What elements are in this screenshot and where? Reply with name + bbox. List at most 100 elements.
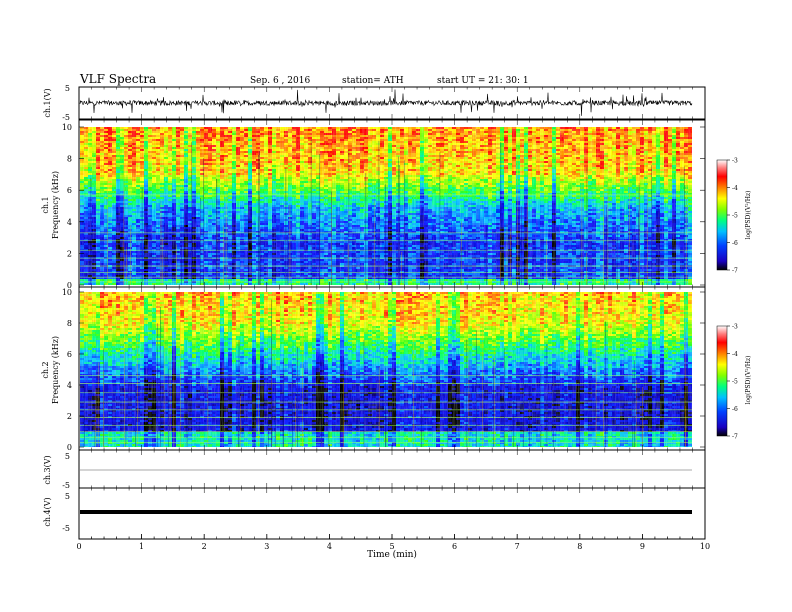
- spectrogram-cell: [132, 155, 136, 157]
- spectrogram-cell: [204, 203, 208, 205]
- spectrogram-cell: [168, 141, 172, 143]
- spectrogram-cell: [192, 147, 196, 149]
- spectrogram-cell: [140, 151, 144, 153]
- spectrogram-cell: [208, 245, 212, 247]
- spectrogram-cell: [208, 225, 212, 227]
- spectrogram-cell: [272, 177, 276, 179]
- spectrogram-cell: [320, 135, 324, 137]
- spectrogram-cell: [212, 277, 216, 279]
- spectrogram-cell: [232, 193, 236, 195]
- spectrogram-cell: [256, 235, 260, 237]
- spectrogram-cell: [160, 209, 164, 211]
- spectrogram-cell: [316, 189, 320, 191]
- spectrogram-cell: [308, 153, 312, 155]
- spectrogram-cell: [216, 145, 220, 147]
- spectrogram-cell: [148, 145, 152, 147]
- spectrogram-cell: [104, 237, 108, 239]
- spectrogram-cell: [300, 263, 304, 265]
- spectrogram-cell: [132, 201, 136, 203]
- spectrogram-cell: [136, 243, 140, 245]
- spectrogram-cell: [120, 177, 124, 179]
- spectrogram-cell: [232, 159, 236, 161]
- spectrogram-cell: [248, 181, 252, 183]
- spectrogram-cell: [144, 135, 148, 137]
- spectrogram-cell: [320, 153, 324, 155]
- spectrogram-cell: [260, 219, 264, 221]
- spectrogram-cell: [300, 251, 304, 253]
- spectrogram-cell: [148, 247, 152, 249]
- spectrogram-cell: [136, 253, 140, 255]
- spectrogram-cell: [268, 251, 272, 253]
- spectrogram-cell: [100, 255, 104, 257]
- spectrogram-cell: [152, 167, 156, 169]
- spectrogram-cell: [272, 189, 276, 191]
- spectrogram-cell: [248, 153, 252, 155]
- spectrogram-cell: [184, 213, 188, 215]
- spectrogram-cell: [184, 155, 188, 157]
- spectrogram-cell: [88, 139, 92, 141]
- spectrogram-cell: [296, 167, 300, 169]
- spectrogram-cell: [240, 233, 244, 235]
- spectrogram-cell: [260, 143, 264, 145]
- spectrogram-cell: [96, 199, 100, 201]
- spectrogram-cell: [248, 259, 252, 261]
- spectrogram-cell: [84, 275, 88, 277]
- spectrogram-cell: [104, 195, 108, 197]
- spectrogram-cell: [296, 177, 300, 179]
- spectrogram-cell: [304, 179, 308, 181]
- spectrogram-cell: [272, 201, 276, 203]
- spectrogram-cell: [128, 131, 132, 133]
- spectrogram-cell: [232, 185, 236, 187]
- spectrogram-cell: [128, 201, 132, 203]
- spectrogram-cell: [116, 127, 120, 129]
- spectrogram-cell: [160, 181, 164, 183]
- spectrogram-cell: [272, 139, 276, 141]
- spectrogram-cell: [116, 251, 120, 253]
- spectrogram-cell: [192, 137, 196, 139]
- spectrogram-cell: [280, 237, 284, 239]
- spectrogram-cell: [292, 155, 296, 157]
- spectrogram-cell: [304, 149, 308, 151]
- spectrogram-cell: [144, 215, 148, 217]
- spectrogram-cell: [108, 269, 112, 271]
- spectrogram-cell: [284, 163, 288, 165]
- spectrogram-cell: [240, 167, 244, 169]
- spectrogram-cell: [80, 199, 84, 201]
- spectrogram-cell: [236, 169, 240, 171]
- spectrogram-cell: [212, 243, 216, 245]
- spectrogram-cell: [300, 229, 304, 231]
- spectrogram-cell: [172, 237, 176, 239]
- spectrogram-cell: [100, 221, 104, 223]
- spectrogram-cell: [260, 203, 264, 205]
- spectrogram-cell: [184, 217, 188, 219]
- spectrogram-cell: [272, 211, 276, 213]
- spectrogram-cell: [208, 203, 212, 205]
- spectrogram-cell: [100, 195, 104, 197]
- spectrogram-cell: [304, 259, 308, 261]
- spectrogram-cell: [300, 135, 304, 137]
- spectrogram-cell: [312, 173, 316, 175]
- spectrogram-cell: [208, 135, 212, 137]
- spectrogram-cell: [164, 183, 168, 185]
- spectrogram-cell: [300, 131, 304, 133]
- spectrogram-cell: [140, 147, 144, 149]
- spectrogram-cell: [248, 185, 252, 187]
- spectrogram-cell: [212, 127, 216, 129]
- spectrogram-cell: [192, 169, 196, 171]
- spectrogram-cell: [108, 185, 112, 187]
- spectrogram-cell: [100, 149, 104, 151]
- spectrogram-cell: [172, 155, 176, 157]
- spectrogram-cell: [108, 193, 112, 195]
- spectrogram-cell: [200, 155, 204, 157]
- spectrogram-cell: [160, 159, 164, 161]
- spectrogram-cell: [156, 139, 160, 141]
- spectrogram-cell: [188, 221, 192, 223]
- spectrogram-cell: [288, 179, 292, 181]
- spectrogram-cell: [80, 201, 84, 203]
- spectrogram-cell: [240, 259, 244, 261]
- spectrogram-cell: [268, 205, 272, 207]
- spectrogram-cell: [268, 149, 272, 151]
- spectrogram-cell: [88, 149, 92, 151]
- spectrogram-cell: [200, 139, 204, 141]
- spectrogram-cell: [116, 149, 120, 151]
